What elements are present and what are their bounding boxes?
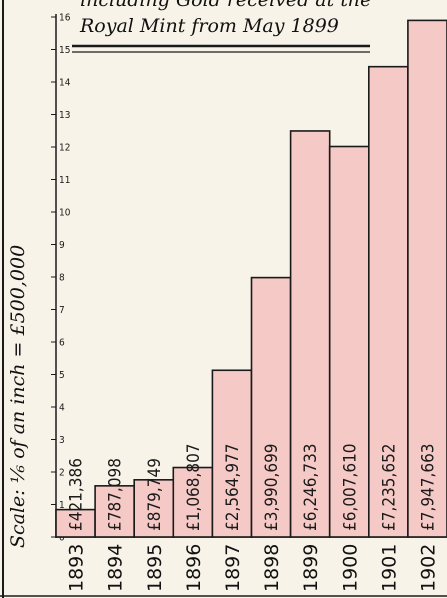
x-tick-label: 1894: [105, 544, 127, 592]
y-tick-label: 3: [59, 435, 65, 446]
y-tick-label: 11: [59, 175, 70, 186]
chart-title-line-2: Royal Mint from May 1899: [79, 15, 339, 37]
bar-value-label: £7,947,663: [418, 443, 438, 531]
bar-value-label: £3,990,699: [262, 443, 282, 531]
y-tick-label: 7: [59, 305, 65, 316]
bar-value-label: £1,068,807: [184, 443, 204, 531]
y-tick-label: 14: [59, 78, 71, 89]
y-tick-label: 16: [59, 13, 71, 24]
chart-title-line-1: including Gold received at the: [80, 0, 371, 11]
bars-group: £421,386 £787,098 £879,749 £1,068,807 £2,564…: [55, 19, 447, 538]
bar-value-label: £6,007,610: [340, 443, 360, 531]
bar: [211, 369, 253, 538]
x-tick-label: 1901: [378, 544, 400, 592]
bar-value-label: £787,098: [106, 458, 126, 531]
y-tick-label: 10: [59, 208, 71, 219]
scale-label: Scale: ⅙ of an inch = £500,000: [7, 245, 29, 548]
bar: [328, 145, 370, 538]
x-tick-label: 1900: [339, 544, 361, 592]
y-tick-label: 8: [59, 273, 65, 284]
y-tick-label: 9: [59, 240, 65, 251]
x-tick-label: 1897: [222, 544, 244, 592]
x-tick-label: 1898: [261, 544, 283, 592]
x-labels-group: 1893 1894 1895 1896 1897 1898 1899 1900 1901 1902: [66, 544, 440, 592]
bar-value-label: £6,246,733: [301, 443, 321, 531]
x-tick-label: 1902: [417, 544, 439, 592]
bar: [172, 466, 214, 538]
y-tick-label: 12: [59, 143, 70, 154]
bar: [55, 508, 96, 538]
y-tick-label: 1: [59, 500, 65, 511]
y-tick-label: 15: [59, 45, 70, 56]
y-tick-label: 0: [59, 533, 65, 544]
bar: [94, 485, 135, 538]
bar-value-label: £7,235,652: [379, 443, 399, 531]
y-tick-label: 13: [59, 110, 70, 121]
y-tick-label: 5: [59, 370, 65, 381]
x-tick-label: 1893: [66, 544, 88, 592]
bar: [133, 479, 175, 538]
bar-value-label: £421,386: [67, 458, 87, 531]
bar: [289, 130, 331, 538]
x-tick-label: 1896: [183, 544, 205, 592]
bar-value-label: £2,564,977: [223, 443, 243, 531]
bar: [250, 276, 292, 538]
y-tick-label: 6: [59, 338, 65, 349]
y-tick-label: 4: [59, 403, 65, 414]
x-tick-label: 1899: [300, 544, 322, 592]
bar-value-label: £879,749: [145, 458, 165, 531]
bar: [367, 65, 409, 538]
x-tick-label: 1895: [144, 544, 166, 592]
y-tick-label: 2: [59, 468, 65, 479]
